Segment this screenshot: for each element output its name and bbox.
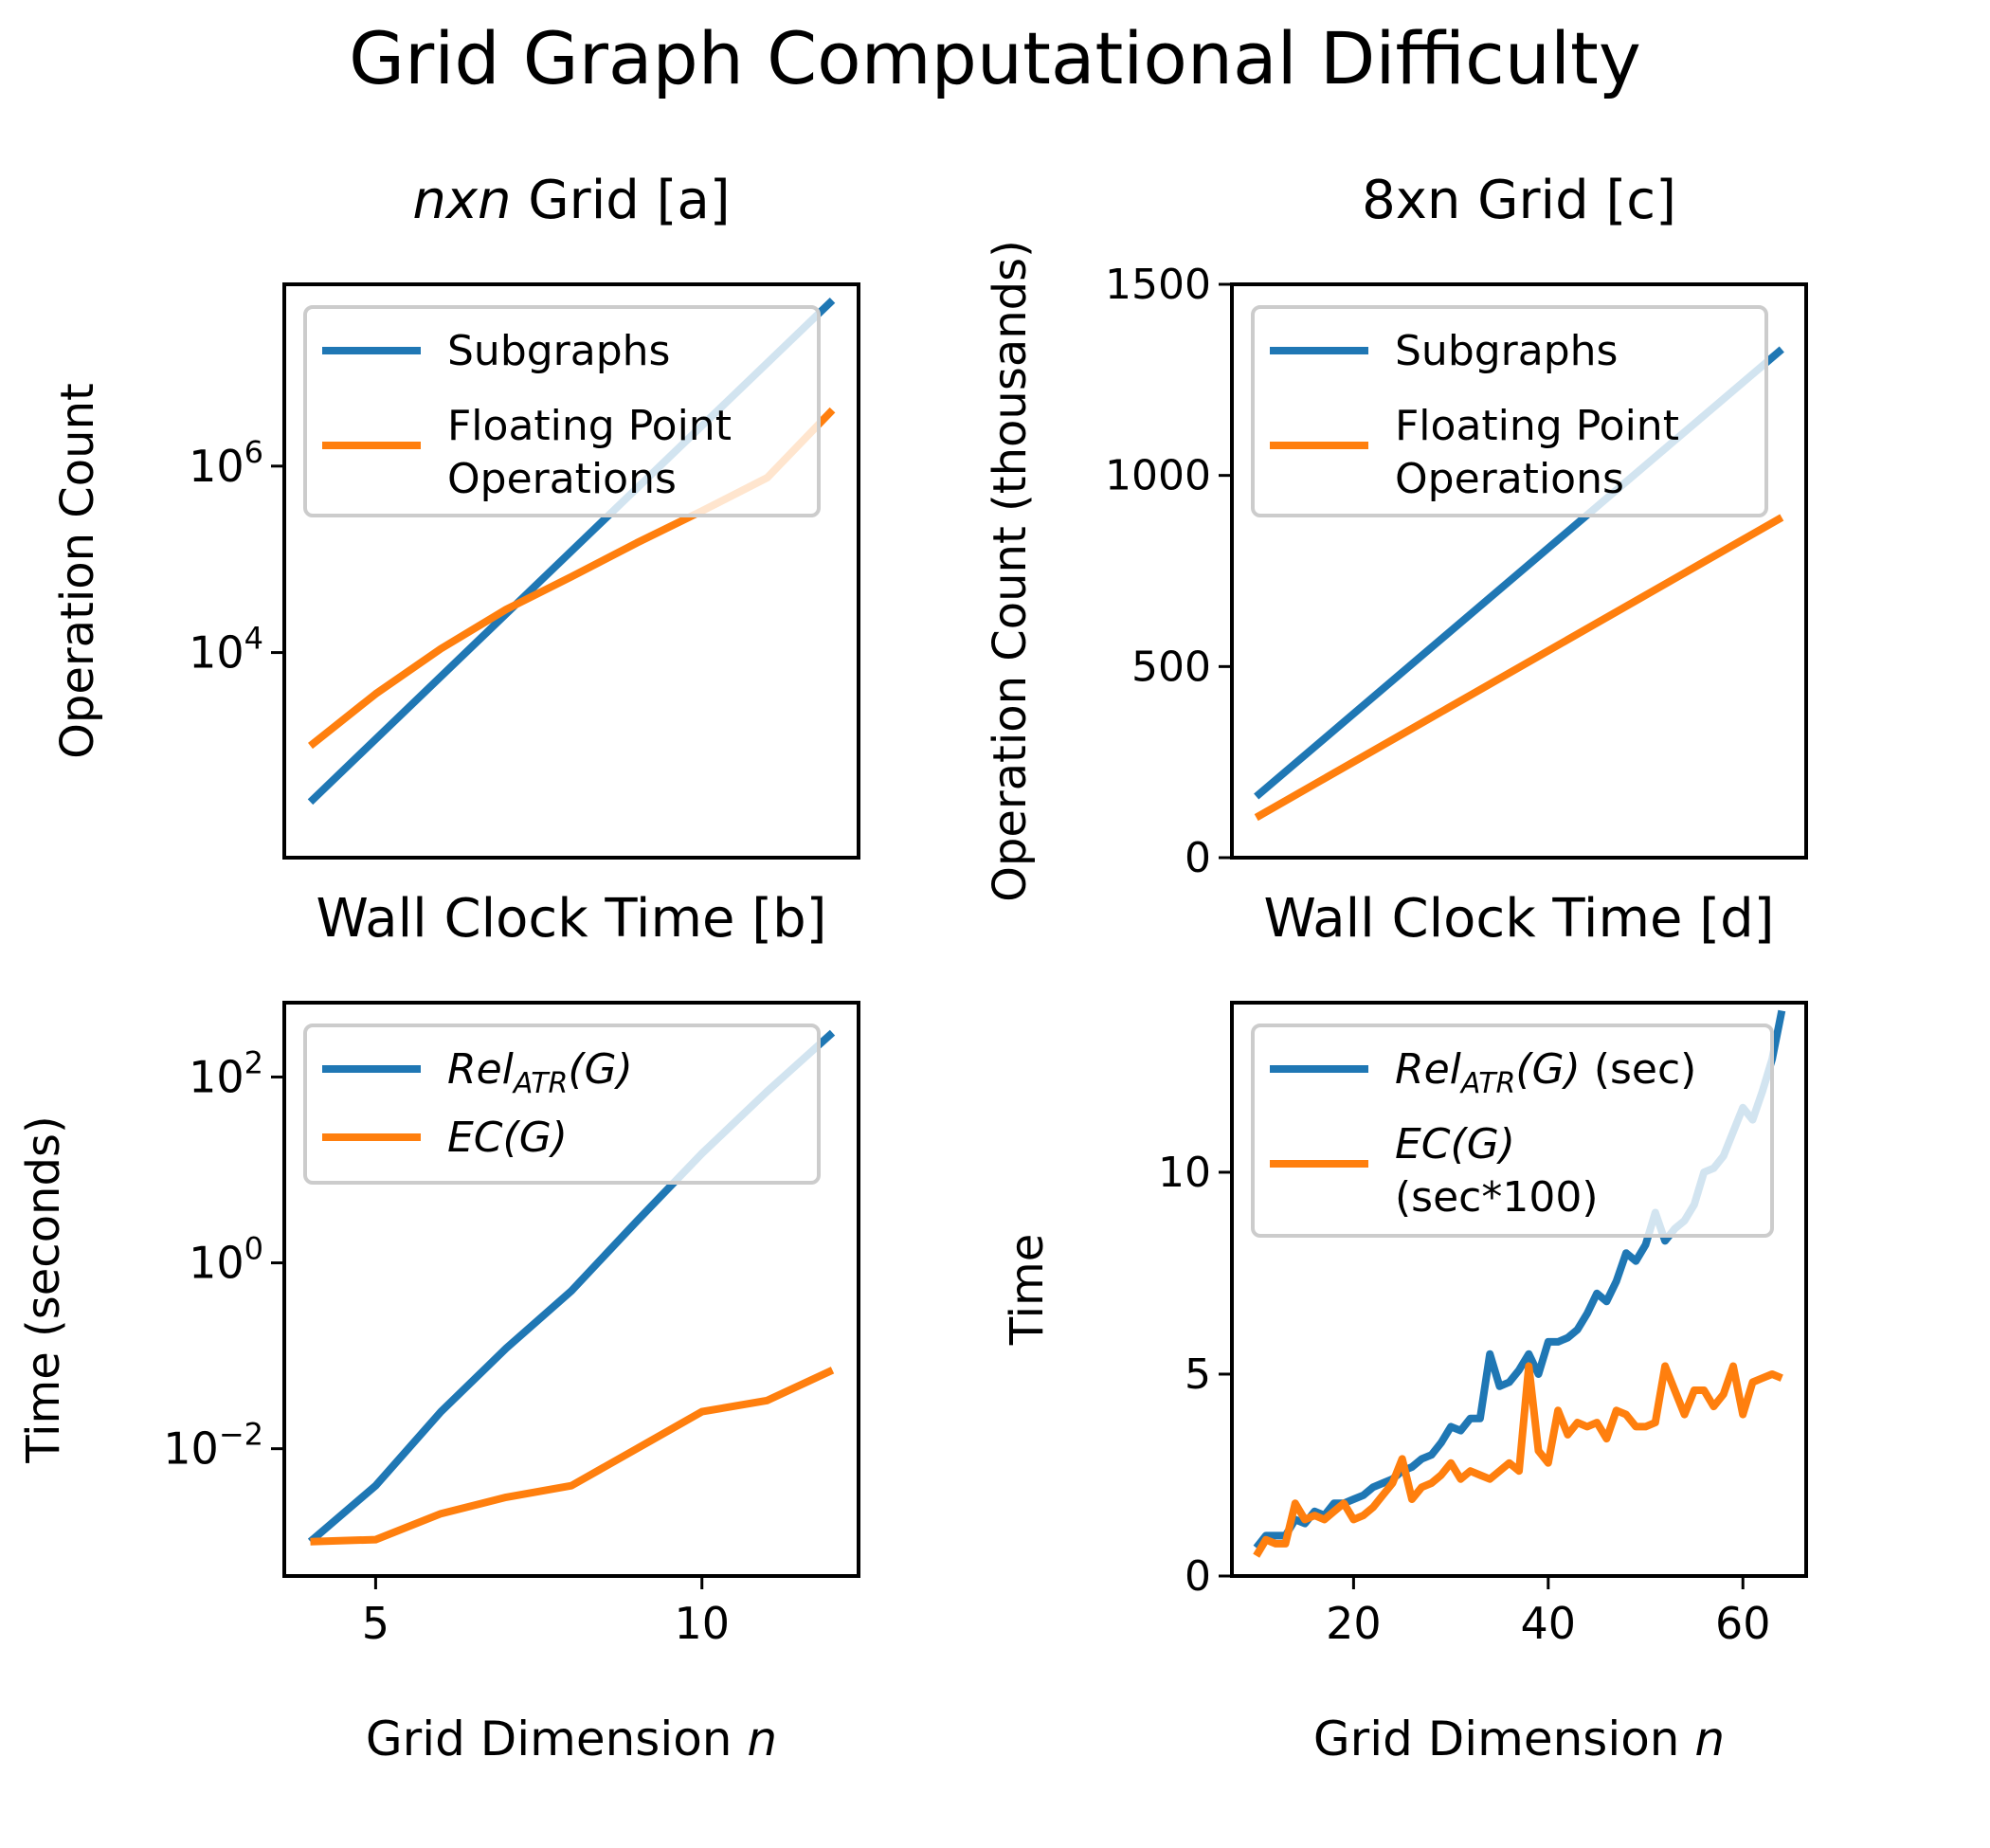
legend-box	[303, 305, 821, 517]
y-tick-exponent: 0	[244, 1231, 263, 1267]
x-axis-label: Grid Dimension n	[366, 1712, 777, 1766]
legend-label: RelATR(G) (sec)	[1395, 1045, 1696, 1100]
panel-title: 8xn Grid [c]	[1362, 170, 1676, 231]
y-axis-label: Time (seconds)	[17, 1115, 70, 1463]
legend-item-blue: RelATR(G) (sec)	[1270, 1045, 1696, 1100]
legend-item-blue: Subgraphs	[322, 327, 670, 375]
x-tick-label: 60	[1715, 1598, 1771, 1649]
legend-label-unit: (sec)	[1581, 1045, 1697, 1094]
y-tick-label: 10	[1158, 1149, 1211, 1197]
y-tick-label: 102	[189, 1044, 263, 1102]
x-tick-label: 40	[1521, 1598, 1577, 1649]
panel-d: 0 5 10 20 40 60 Wall Clock Time [d] Time Grid Di…	[1001, 888, 1808, 1766]
legend-item-orange: Floating Point Operations	[322, 402, 732, 503]
legend-item-blue: RelATR(G)	[322, 1045, 633, 1100]
y-tick-label: 500	[1131, 643, 1211, 691]
legend-label-main: Rel	[447, 1045, 515, 1094]
legend-label: RelATR(G)	[447, 1045, 633, 1100]
y-axis-label: Time	[1001, 1234, 1054, 1346]
legend-label: EC(G)	[447, 1114, 568, 1162]
y-tick-exponent: −2	[219, 1417, 263, 1453]
y-tick-base: 10	[189, 1238, 244, 1289]
y-tick-exponent: 6	[244, 434, 263, 470]
x-axis-label-text: Grid Dimension	[1313, 1712, 1695, 1766]
legend-label: Subgraphs	[1395, 327, 1618, 375]
legend-label-main: Rel	[1395, 1045, 1462, 1094]
figure-title: Grid Graph Computational Difficulty	[349, 16, 1641, 100]
x-tick-label: 20	[1326, 1598, 1382, 1649]
legend-box	[1251, 1024, 1774, 1238]
x-tick-label: 5	[362, 1598, 389, 1649]
axes-frame	[282, 1001, 860, 1578]
legend-label-tail: (G)	[1515, 1045, 1580, 1094]
y-tick-exponent: 4	[244, 621, 263, 657]
panel-title-italic: nxn	[412, 170, 511, 231]
legend-label: EC(G)	[1395, 1120, 1515, 1169]
series-line-orange	[1253, 1362, 1783, 1558]
legend-item-blue: Subgraphs	[1270, 327, 1618, 375]
legend-label-line2: Operations	[447, 455, 677, 503]
y-tick-label: 10−2	[163, 1417, 263, 1475]
y-tick-label: 1500	[1105, 261, 1211, 309]
legend-box	[1251, 305, 1768, 517]
legend-label-line2: Operations	[1395, 455, 1624, 503]
series-line-orange	[310, 1367, 835, 1546]
x-tick-label: 10	[674, 1598, 730, 1649]
legend-label-subscript: ATR	[512, 1067, 569, 1100]
legend: RelATR(G) (sec) EC(G) (sec*100)	[1251, 1024, 1774, 1238]
legend-item-orange: EC(G) (sec*100)	[1270, 1120, 1599, 1222]
legend: Subgraphs Floating Point Operations	[1251, 305, 1768, 517]
panel-title: Wall Clock Time [b]	[316, 888, 826, 950]
y-tick-base: 10	[189, 627, 244, 679]
y-tick-base: 10	[163, 1423, 219, 1475]
y-tick-label: 100	[189, 1231, 263, 1289]
legend-box	[303, 1024, 821, 1185]
legend-label-tail: (G)	[568, 1045, 632, 1094]
y-tick-label: 5	[1185, 1350, 1211, 1399]
y-axis-label: Operation Count	[51, 383, 104, 759]
axes-frame	[282, 282, 860, 860]
panel-title-rest: Grid [a]	[511, 170, 730, 231]
legend-label-line2: (sec*100)	[1395, 1173, 1599, 1222]
y-tick-label: 1000	[1105, 452, 1211, 500]
y-axis-label: Operation Count (thousands)	[984, 240, 1037, 902]
axes-frame	[1230, 282, 1808, 860]
y-tick-base: 10	[189, 1051, 244, 1102]
y-tick-label: 104	[189, 621, 263, 679]
x-axis-label: Grid Dimension n	[1313, 1712, 1725, 1766]
x-axis-label-italic: n	[1694, 1712, 1725, 1766]
legend-label: Subgraphs	[447, 327, 670, 375]
panel-title: Wall Clock Time [d]	[1263, 888, 1774, 950]
legend-label: Floating Point	[447, 402, 732, 450]
y-tick-label: 0	[1185, 1552, 1211, 1601]
legend: Subgraphs Floating Point Operations	[303, 305, 821, 517]
legend-label: Floating Point	[1395, 402, 1679, 450]
legend-item-orange: Floating Point Operations	[1270, 402, 1679, 503]
panel-c: 0 500 1000 1500 8xn Grid [c] Operation Count …	[984, 170, 1808, 902]
legend-label-subscript: ATR	[1459, 1067, 1516, 1100]
series-line-orange	[1254, 514, 1784, 822]
axes-frame	[1230, 1001, 1808, 1578]
legend-item-orange: EC(G)	[322, 1114, 568, 1162]
y-tick-base: 10	[189, 441, 244, 492]
y-tick-exponent: 2	[244, 1044, 263, 1080]
legend: RelATR(G)EC(G)	[303, 1024, 821, 1185]
y-tick-label: 106	[189, 434, 263, 492]
x-axis-label-italic: n	[747, 1712, 777, 1766]
y-tick-label: 0	[1185, 834, 1211, 882]
panel-title: nxn Grid [a]	[412, 170, 730, 231]
x-axis-label-text: Grid Dimension	[366, 1712, 748, 1766]
